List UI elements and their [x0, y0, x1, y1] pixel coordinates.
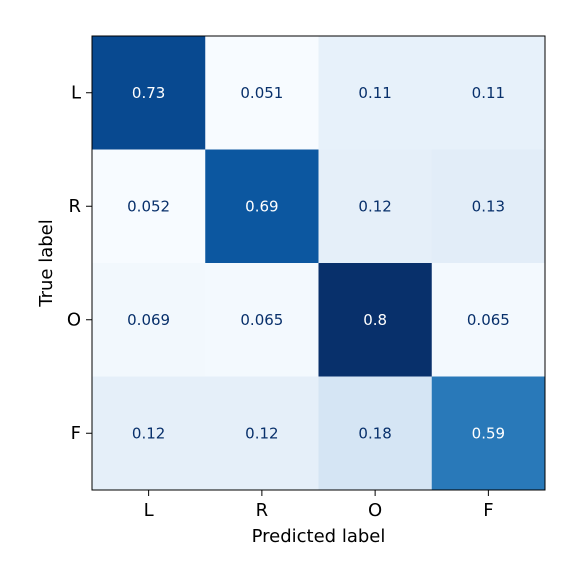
x-axis-title: Predicted label — [252, 526, 386, 547]
heatmap-cell — [431, 376, 546, 491]
y-axis-ticks: L R O F — [67, 82, 92, 444]
heatmap-cell — [205, 263, 319, 377]
heatmap-cell — [318, 36, 433, 150]
heatmap-cell — [431, 149, 546, 264]
cell-value-label: 0.69 — [245, 197, 278, 215]
heatmap-cells — [92, 36, 546, 491]
cell-value-label: 0.73 — [132, 84, 165, 102]
x-tick-label: L — [144, 500, 154, 521]
heatmap-cell — [205, 149, 319, 264]
cell-value-label: 0.59 — [472, 424, 505, 442]
cell-value-label: 0.12 — [358, 197, 391, 215]
plot-frame — [91, 35, 546, 491]
x-tick-label: F — [483, 500, 493, 521]
cell-value-label: 0.12 — [132, 424, 165, 442]
heatmap-cell — [431, 263, 546, 377]
y-tick-label: R — [68, 196, 81, 217]
y-axis-title: True label — [36, 219, 57, 308]
heatmap-cell — [318, 376, 433, 491]
heatmap-cell — [92, 376, 206, 491]
heatmap-cell — [92, 263, 206, 377]
cell-value-label: 0.052 — [127, 197, 170, 215]
heatmap-cell — [92, 149, 206, 264]
cell-value-label: 0.065 — [467, 311, 510, 329]
cell-value-label: 0.12 — [245, 424, 278, 442]
cell-value-label: 0.069 — [127, 311, 170, 329]
cell-value-label: 0.065 — [240, 311, 283, 329]
cell-value-label: 0.18 — [358, 424, 391, 442]
y-tick-label: F — [71, 423, 81, 444]
cell-value-label: 0.11 — [358, 84, 391, 102]
cell-value-label: 0.8 — [363, 311, 387, 329]
x-tick-label: O — [368, 500, 382, 521]
heatmap-cell — [431, 36, 546, 150]
heatmap-cell — [318, 263, 433, 377]
heatmap-cell — [205, 376, 319, 491]
heatmap-cell — [318, 149, 433, 264]
cell-value-label: 0.11 — [472, 84, 505, 102]
y-tick-label: L — [71, 82, 81, 103]
cell-value-label: 0.051 — [240, 84, 283, 102]
y-tick-label: O — [67, 309, 81, 330]
heatmap-cell — [205, 36, 319, 150]
x-tick-label: R — [256, 500, 269, 521]
cell-value-labels: 0.73 0.051 0.11 0.11 0.052 0.69 0.12 0.13 0.069 0… — [127, 84, 510, 443]
heatmap-cell — [92, 36, 206, 150]
cell-value-label: 0.13 — [472, 197, 505, 215]
